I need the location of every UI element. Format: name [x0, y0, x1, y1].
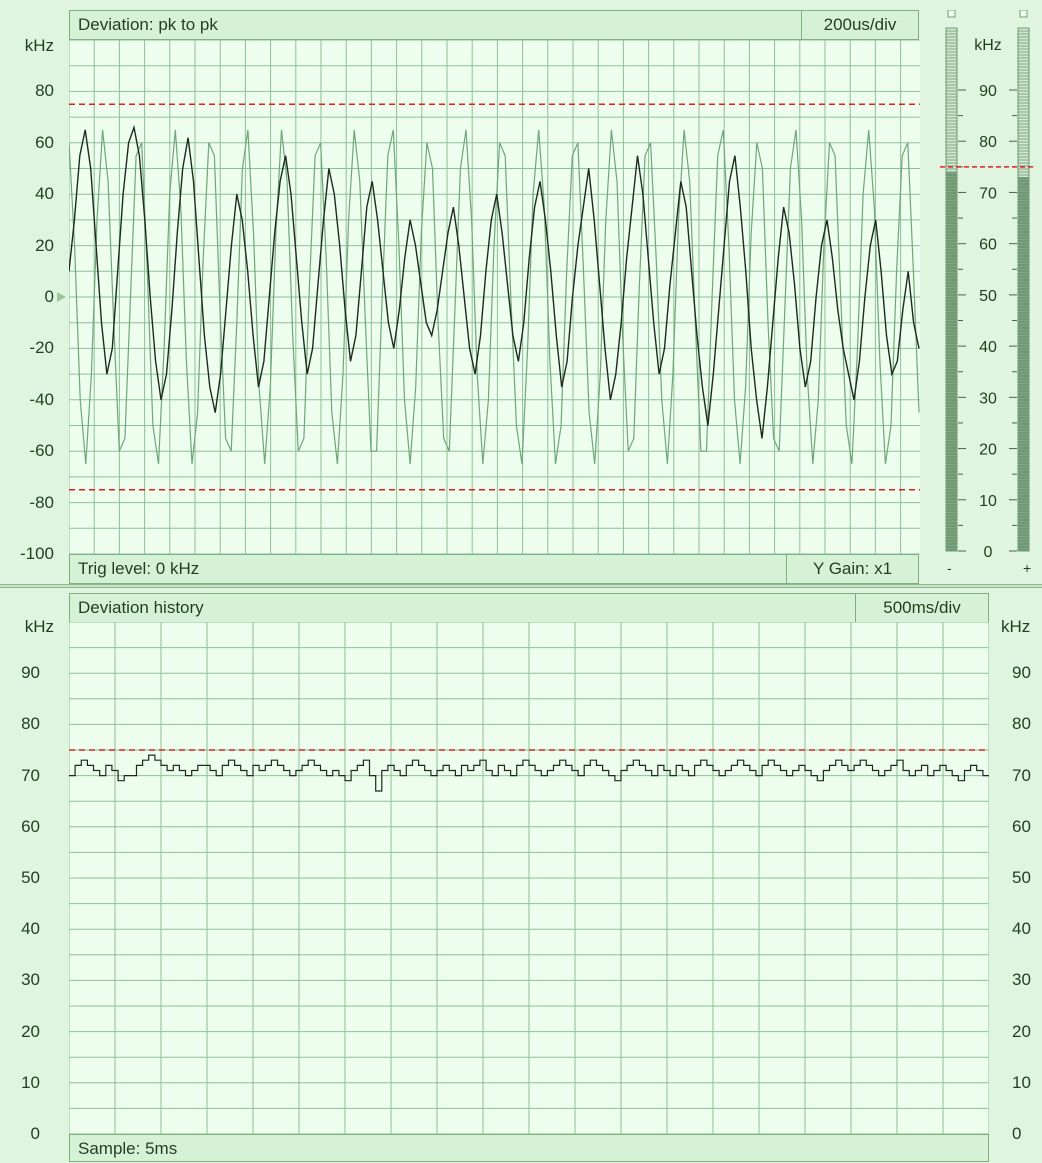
- scope-y-tick: -100: [19, 544, 54, 563]
- history-y-tick-left: 60: [21, 816, 40, 836]
- scope-y-tick: 0: [44, 287, 54, 306]
- history-trace: [69, 754, 989, 792]
- history-y-tick-right: 10: [1012, 1072, 1031, 1092]
- history-y-tick-right: 20: [1012, 1021, 1031, 1041]
- y-gain[interactable]: Y Gain: x1: [786, 554, 919, 584]
- scope-y-tick: 80: [35, 81, 54, 101]
- history-panel: Deviation history 500ms/div kHz kHz 90 90…: [0, 588, 1042, 1162]
- scope-y-tick: 60: [35, 132, 54, 152]
- history-y-tick-left: 30: [21, 970, 40, 990]
- scope-y-tick: -60: [29, 441, 54, 461]
- history-y-tick-right: 70: [1012, 765, 1031, 785]
- meter-tick-label: 40: [979, 339, 997, 356]
- meter-plus: +: [1023, 560, 1032, 576]
- history-y-tick-right: 30: [1012, 970, 1031, 990]
- history-y-tick-right: 50: [1012, 868, 1031, 887]
- meter-tick-label: 70: [979, 185, 997, 202]
- history-y-tick-left: 70: [21, 765, 40, 785]
- meter-tick-label: 0: [984, 544, 993, 561]
- history-y-tick-left: 80: [21, 714, 40, 734]
- meter-left-bar-peak-indicator: [947, 10, 956, 18]
- trigger-marker-icon[interactable]: [57, 292, 66, 302]
- history-y-unit-right: kHz: [1001, 617, 1031, 636]
- scope-y-tick: 40: [35, 184, 54, 204]
- meter-tick-label: 50: [979, 288, 997, 305]
- meter-unit: kHz: [974, 37, 1002, 54]
- history-y-tick-right: 40: [1012, 919, 1031, 939]
- meter-tick-label: 60: [979, 237, 997, 254]
- history-y-tick-left: 40: [21, 919, 40, 939]
- history-plot[interactable]: [69, 622, 989, 1134]
- meter-tick-label: 20: [979, 442, 997, 459]
- meter-minus: -: [947, 560, 952, 576]
- scope-trace-current: [69, 124, 920, 439]
- history-timebase[interactable]: 500ms/div: [855, 593, 989, 623]
- history-y-tick-left: 90: [21, 663, 40, 683]
- meter-tick-label: 30: [979, 390, 997, 407]
- meter-tick-label: 80: [979, 134, 997, 151]
- history-sample: Sample: 5ms: [69, 1134, 989, 1162]
- history-y-tick-right: 60: [1012, 816, 1031, 836]
- deviation-meter: 90 80 70 60 50 40 30 20 10 0 kHz: [940, 10, 1035, 561]
- scope-y-tick: 20: [35, 235, 54, 255]
- history-y-unit-left: kHz: [24, 617, 54, 636]
- scope-y-tick: -40: [29, 389, 54, 409]
- history-y-tick-right: 90: [1012, 663, 1031, 683]
- history-y-tick-right: 0: [1012, 1124, 1022, 1143]
- meter-right-bar-peak-indicator: [1019, 10, 1028, 18]
- scope-plot[interactable]: [69, 40, 920, 554]
- history-y-tick-right: 80: [1012, 714, 1031, 734]
- history-y-tick-left: 0: [30, 1124, 40, 1143]
- scope-y-tick: -80: [29, 492, 54, 512]
- meter-tick-label: 10: [979, 493, 997, 510]
- scope-title: Deviation: pk to pk: [69, 10, 802, 40]
- meter-tick-label: 90: [979, 83, 997, 100]
- panel-separator: [0, 584, 1042, 588]
- history-y-tick-left: 10: [21, 1072, 40, 1092]
- scope-panel: Deviation: pk to pk 200us/div kHz 80 60 40…: [19, 10, 1035, 584]
- history-y-tick-left: 50: [21, 868, 40, 887]
- scope-timebase[interactable]: 200us/div: [801, 10, 919, 40]
- history-title: Deviation history: [69, 593, 856, 623]
- scope-trace-persist: [69, 129, 920, 465]
- scope-y-unit: kHz: [24, 36, 54, 55]
- history-y-tick-left: 20: [21, 1021, 40, 1041]
- scope-y-tick: -20: [29, 338, 54, 358]
- trig-level[interactable]: Trig level: 0 kHz: [69, 554, 787, 584]
- meter-left-bar-fill: [946, 171, 957, 551]
